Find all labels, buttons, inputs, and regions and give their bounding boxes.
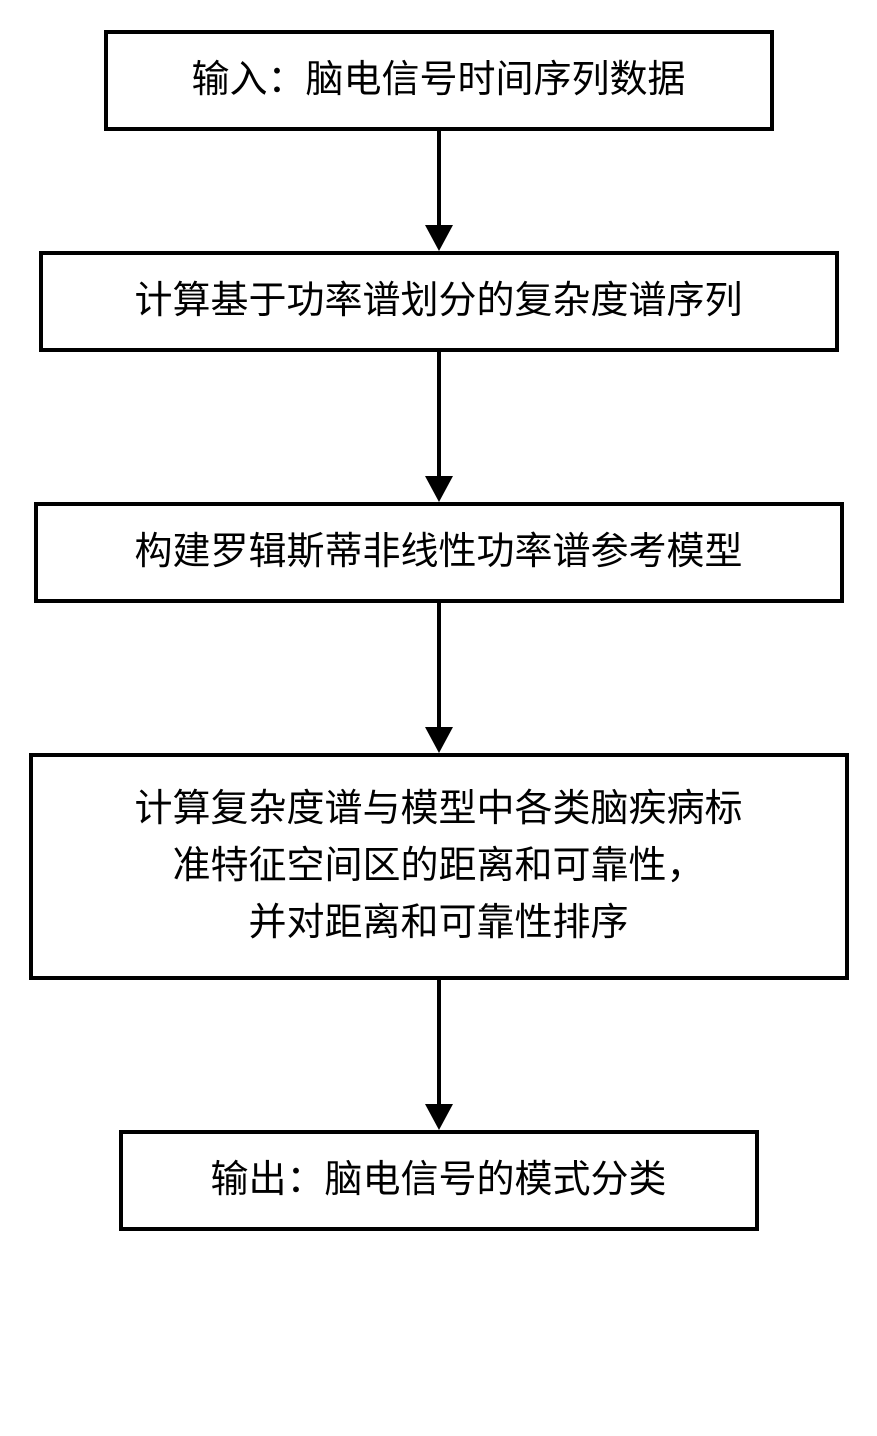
node-label: 输入：脑电信号时间序列数据: [191, 52, 685, 109]
flowchart-node-input: 输入：脑电信号时间序列数据: [104, 30, 774, 131]
arrow-line: [437, 352, 441, 476]
node-label: 计算基于功率谱划分的复杂度谱序列: [134, 273, 742, 330]
flowchart-node-compute-complexity: 计算基于功率谱划分的复杂度谱序列: [39, 251, 839, 352]
arrow-line: [437, 603, 441, 727]
flowchart-arrow: [425, 980, 453, 1130]
node-label: 输出：脑电信号的模式分类: [210, 1152, 666, 1209]
arrow-head-icon: [425, 225, 453, 251]
arrow-line: [437, 980, 441, 1104]
flowchart-node-build-model: 构建罗辑斯蒂非线性功率谱参考模型: [34, 502, 844, 603]
flowchart-node-output: 输出：脑电信号的模式分类: [119, 1130, 759, 1231]
node-label: 计算复杂度谱与模型中各类脑疾病标 准特征空间区的距离和可靠性， 并对距离和可靠性…: [134, 781, 742, 952]
flowchart-arrow: [425, 352, 453, 502]
flowchart-arrow: [425, 603, 453, 753]
arrow-head-icon: [425, 1104, 453, 1130]
flowchart-arrow: [425, 131, 453, 251]
arrow-line: [437, 131, 441, 225]
node-label: 构建罗辑斯蒂非线性功率谱参考模型: [134, 524, 742, 581]
arrow-head-icon: [425, 476, 453, 502]
flowchart-container: 输入：脑电信号时间序列数据 计算基于功率谱划分的复杂度谱序列 构建罗辑斯蒂非线性…: [0, 0, 877, 1231]
arrow-head-icon: [425, 727, 453, 753]
flowchart-node-compute-distance: 计算复杂度谱与模型中各类脑疾病标 准特征空间区的距离和可靠性， 并对距离和可靠性…: [29, 753, 849, 980]
